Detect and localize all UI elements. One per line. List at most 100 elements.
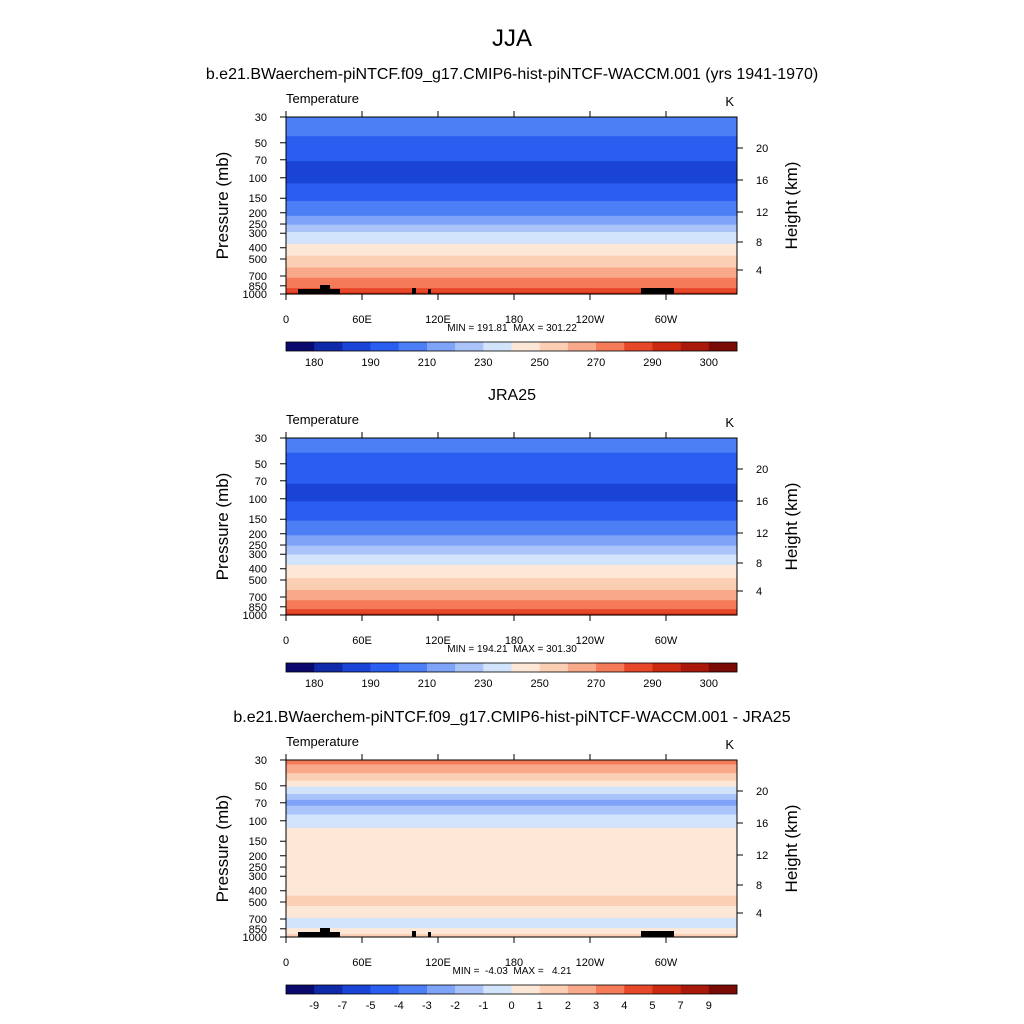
contour-band (286, 869, 737, 872)
contour-band (286, 561, 737, 564)
contour-band (286, 461, 737, 464)
contour-band (286, 522, 737, 525)
contour-band (286, 872, 737, 875)
contour-band (286, 916, 737, 919)
contour-band (286, 252, 737, 255)
contour-band (286, 261, 737, 264)
contour-band (286, 164, 737, 167)
contour-band (286, 547, 737, 550)
colorbar-label: 300 (700, 678, 718, 690)
contour-band (286, 827, 737, 830)
chart-panel-2: JRA25 Temperature K 0 60E 120E 180 120W 60W 30 50 7… (213, 387, 801, 690)
contour-band (286, 467, 737, 470)
contour-band (286, 149, 737, 152)
contour-band (286, 448, 737, 451)
contour-band (286, 911, 737, 914)
y-tick-label: 200 (249, 208, 267, 220)
x-tick-label: 180 (505, 957, 523, 969)
contour-band (286, 243, 737, 246)
contour-band (286, 167, 737, 170)
contour-band (286, 156, 737, 159)
contour-band (286, 471, 737, 475)
contour-band (286, 192, 737, 195)
y-tick-label: 30 (255, 755, 267, 767)
contour-band (286, 925, 737, 928)
contour-band (286, 572, 737, 575)
contour-band (286, 931, 737, 934)
units-label: K (725, 737, 734, 752)
y-tick-label: 700 (249, 592, 267, 604)
contour-band (286, 845, 737, 848)
contour-band (286, 535, 737, 538)
contour-band (286, 443, 737, 446)
colorbar-swatch (455, 985, 484, 994)
x-tick-label: 0 (283, 635, 289, 647)
contour-band (286, 919, 737, 922)
y-right-tick-label: 4 (756, 908, 762, 920)
contour-band (286, 861, 737, 864)
contour-band (286, 137, 737, 140)
colorbar-swatch (286, 985, 315, 994)
contour-band (286, 866, 737, 869)
y-tick-label: 1000 (243, 932, 267, 944)
contour-band (286, 782, 737, 785)
contour-band (286, 505, 737, 508)
colorbar-label: 190 (361, 357, 379, 369)
contour-band (286, 854, 737, 857)
y-tick-label: 500 (249, 575, 267, 587)
contour-band (286, 875, 737, 878)
y-tick-label: 850 (249, 281, 267, 293)
colorbar-swatch (483, 342, 512, 351)
contour-band (286, 838, 737, 841)
y-right-axis-title: Height (km) (782, 483, 801, 571)
contour-band (286, 483, 737, 486)
colorbar-swatch (567, 985, 597, 994)
colorbar-swatch (426, 663, 456, 672)
x-tick-label: 180 (505, 314, 523, 326)
contour-band (286, 810, 737, 813)
contour-band (286, 857, 737, 860)
contour-band (286, 923, 737, 926)
contour-band (286, 479, 737, 482)
contour-band (286, 438, 737, 441)
contour-band (286, 468, 737, 472)
contour-band (286, 180, 737, 183)
contour-band (286, 239, 737, 242)
contour-band (286, 229, 737, 232)
contour-band (286, 928, 737, 931)
y-right-tick-label: 4 (756, 265, 762, 277)
contour-band (286, 439, 737, 442)
x-tick-label: 120E (425, 314, 451, 326)
colorbar-swatch (511, 342, 540, 351)
contour-band (286, 823, 737, 826)
colorbar-swatch (680, 985, 710, 994)
contour-band (286, 880, 737, 884)
contour-band (286, 855, 737, 858)
contour-band (286, 189, 737, 192)
y-tick-label: 100 (249, 173, 267, 185)
chart-panel-3: b.e21.BWaerchem-piNTCF.f09_g17.CMIP6-his… (213, 709, 801, 1012)
contour-band (286, 885, 737, 888)
colorbar-frame (285, 984, 738, 995)
contour-band (286, 212, 737, 215)
contour-band (286, 257, 737, 260)
contour-band (286, 609, 737, 612)
contour-band (286, 223, 737, 226)
contour-band (286, 779, 737, 782)
contour-band (286, 852, 737, 855)
contour-band (286, 235, 737, 238)
contour-band (286, 603, 737, 606)
colorbar-swatch (370, 663, 400, 672)
contour-band (286, 201, 737, 204)
colorbar-swatch (708, 663, 738, 672)
contour-band (286, 539, 737, 542)
contour-band (286, 594, 737, 597)
y-tick-label: 700 (249, 914, 267, 926)
colorbar-label: -1 (478, 1000, 488, 1012)
colorbar-swatch (511, 985, 540, 994)
colorbar-swatch (652, 663, 681, 672)
contour-band (286, 585, 737, 588)
contour-band (286, 913, 737, 916)
contour-band (286, 768, 737, 771)
colorbar-frame (285, 662, 738, 673)
